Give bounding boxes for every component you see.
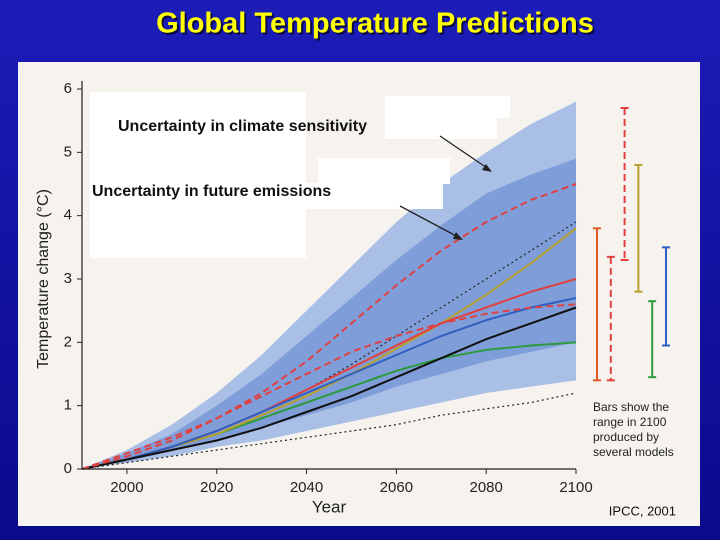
annotation-box — [385, 96, 510, 118]
series-line — [81, 392, 577, 470]
x-tick-label: 2000 — [110, 479, 143, 496]
uncertainty-band — [82, 101, 576, 470]
chart-title: Global Temperature Predictions — [156, 8, 594, 40]
annotation-box — [318, 158, 450, 184]
annotation-box — [385, 117, 497, 139]
uncertainty-band — [82, 158, 576, 469]
arrow — [399, 205, 461, 239]
y-tick-label: 6 — [64, 80, 72, 97]
arrow-head — [453, 232, 463, 240]
plot: 0 1 2 3 4 5 6 2000 2020 2040 2060 2080 2100 Year Tempe… — [35, 80, 673, 517]
y-tick-label: 5 — [64, 143, 72, 160]
series-line — [81, 303, 577, 470]
arrow — [439, 135, 491, 171]
annotation-box — [306, 183, 443, 209]
x-tick-label: 2080 — [469, 479, 502, 496]
title-shadow: Global Temperature Predictions — [158, 10, 596, 42]
x-tick-label: 2040 — [290, 479, 323, 496]
series-line — [81, 297, 577, 470]
y-tick-label: 0 — [64, 460, 72, 477]
annotation-layer: Uncertainty in climate sensitivity Uncer… — [90, 92, 510, 258]
y-tick-label: 4 — [64, 207, 72, 224]
x-tick-label: 2060 — [380, 479, 413, 496]
source: IPCC, 2001 — [609, 503, 676, 518]
x-axis-label: Year — [312, 497, 347, 516]
y-tick-label: 2 — [64, 333, 72, 350]
x-tick-label: 2100 — [559, 479, 592, 496]
y-tick-label: 1 — [64, 397, 72, 414]
bars-note: produced by — [593, 430, 659, 444]
bars-note: Bars show the — [593, 400, 669, 414]
series-line — [81, 183, 577, 470]
annotation-box — [90, 92, 306, 258]
bars-note: several models — [593, 445, 674, 459]
annotation: Uncertainty in future emissions — [92, 183, 331, 200]
y-tick-label: 3 — [64, 270, 72, 287]
annotation: Uncertainty in climate sensitivity — [118, 118, 367, 135]
arrow-head — [482, 164, 492, 172]
series-line — [81, 306, 577, 470]
y-axis-label: Temperature change (°C) — [35, 189, 52, 369]
x-tick-label: 2020 — [200, 479, 233, 496]
bars-note: range in 2100 — [593, 415, 667, 429]
